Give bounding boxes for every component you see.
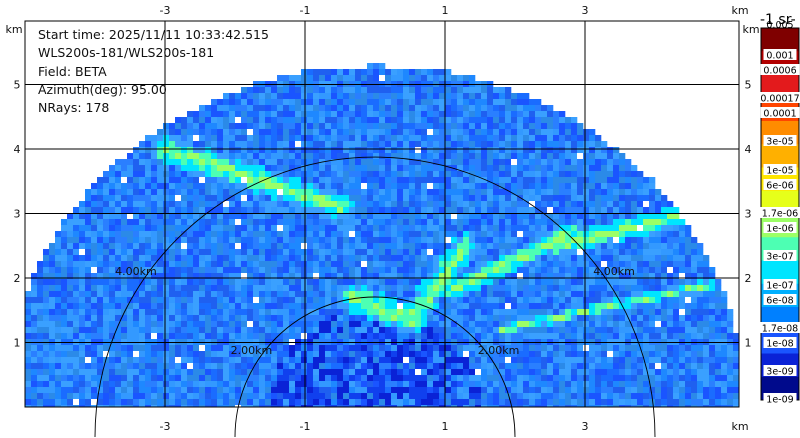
start-time-text: Start time: 2025/11/11 10:33:42.515 <box>38 27 269 42</box>
colorbar-label: 1.7e-08 <box>762 324 798 335</box>
x-tick-label-top: -3 <box>160 4 171 17</box>
colorbar-label: 0.0006 <box>763 66 796 77</box>
x-axis-unit-bottom: km <box>731 420 748 433</box>
colorbar-label-bg <box>763 393 797 404</box>
field-text: Field: BETA <box>38 63 107 79</box>
range-ring-label: 4.00km <box>593 265 635 278</box>
backscatter-field <box>25 63 739 407</box>
colorbar-label-bg <box>763 250 797 261</box>
colorbar-label: 1e-09 <box>766 395 793 406</box>
colorbar-label: 0.0001 <box>763 109 796 120</box>
colorbar-label: 6e-06 <box>766 181 793 192</box>
range-ring-label: 4.00km <box>115 265 157 278</box>
colorbar-label: 1.7e-06 <box>762 209 798 220</box>
colorbar-label-bg <box>757 92 800 103</box>
y-tick-label-left: 1 <box>14 337 21 350</box>
x-tick-label-bottom: 3 <box>582 420 589 433</box>
colorbar-swatch <box>761 260 799 285</box>
x-tick-label-top: -1 <box>300 4 311 17</box>
colorbar-label-bg <box>763 164 797 175</box>
colorbar-label: 0.00017 <box>760 94 799 105</box>
colorbar-label-bg <box>763 179 797 190</box>
colorbar-label-bg <box>763 49 797 60</box>
y-tick-label-right: 5 <box>745 79 752 92</box>
colorbar-label-bg <box>763 337 797 348</box>
device-text: WLS200s-181/WLS200s-181 <box>38 45 215 61</box>
colorbar-label-bg <box>757 322 800 333</box>
axis-ticks: -3 -3 -1 -1 1 1 3 3 1 1 2 2 3 3 4 4 5 5 <box>14 4 752 433</box>
plot-frame <box>24 20 740 408</box>
y-axis-unit-left: km <box>5 23 22 36</box>
colorbar-label: 1e-06 <box>766 224 793 235</box>
range-ring <box>234 296 516 438</box>
x-tick-label-top: 3 <box>582 4 589 17</box>
colorbar-swatch <box>761 28 799 52</box>
colorbar-label-bg <box>763 135 797 146</box>
y-tick-label-right: 4 <box>745 143 752 156</box>
scan-info-panel: Start time: 2025/11/11 10:33:42.515 WLS2… <box>38 26 269 117</box>
colorbar-label-bg <box>763 365 797 376</box>
colorbar-label-bg <box>760 64 800 75</box>
colorbar: 0.001 0.0006 0.00017 0.0001 3e-05 1e-05 6e-06 1… <box>757 20 800 406</box>
colorbar-label-bg <box>763 294 797 305</box>
y-tick-label-left: 2 <box>14 272 21 285</box>
y-tick-label-left: 3 <box>14 208 21 221</box>
colorbar-swatch <box>761 144 799 168</box>
colorbar-label-bg <box>763 279 797 290</box>
y-tick-label-right: 2 <box>745 272 752 285</box>
x-tick-label-bottom: -3 <box>160 420 171 433</box>
y-axis-unit-right: km <box>742 23 759 36</box>
range-ring <box>94 156 656 438</box>
colorbar-label-bg <box>760 107 800 118</box>
x-tick-label-bottom: 1 <box>442 420 449 433</box>
x-tick-label-bottom: -1 <box>300 420 311 433</box>
nrays-text: NRays: 178 <box>38 100 110 116</box>
colorbar-label: 0.001 <box>766 51 793 62</box>
colorbar-label: 3e-07 <box>766 252 793 263</box>
colorbar-top-label: 0.005 <box>766 20 793 31</box>
colorbar-label: 1e-08 <box>766 339 793 350</box>
colorbar-label: 1e-05 <box>766 166 793 177</box>
x-axis-unit-top: km <box>731 4 748 17</box>
grid <box>25 21 739 407</box>
colorbar-label: 1e-07 <box>766 281 793 292</box>
x-tick-label-top: 1 <box>442 4 449 17</box>
range-rings: 2.00km 2.00km 4.00km 4.00km <box>94 156 656 438</box>
range-ring-label: 2.00km <box>231 344 273 357</box>
y-tick-label-left: 5 <box>14 79 21 92</box>
y-tick-label-left: 4 <box>14 143 21 156</box>
y-tick-label-right: 3 <box>745 208 752 221</box>
range-ring-label: 2.00km <box>478 344 520 357</box>
colorbar-label: 3e-09 <box>766 367 793 378</box>
azimuth-text: Azimuth(deg): 95.00 <box>38 81 167 97</box>
y-tick-label-right: 1 <box>745 337 752 350</box>
colorbar-label: 3e-05 <box>766 137 793 148</box>
colorbar-label: 6e-08 <box>766 296 793 307</box>
colorbar-label-bg <box>757 207 800 218</box>
colorbar-label-bg <box>763 222 797 233</box>
colorbar-unit-title: -1 sr- <box>760 12 796 28</box>
